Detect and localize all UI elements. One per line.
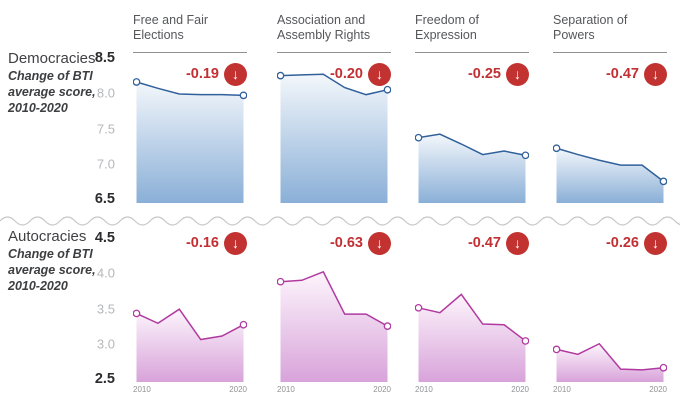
x-axis-label-start: 2010 <box>133 385 151 394</box>
y-axis-tick: 2.5 <box>94 371 115 387</box>
wavy-divider <box>0 216 680 226</box>
y-axis-tick: 4.5 <box>94 230 115 246</box>
x-axis: 2010 2020 <box>277 385 391 394</box>
change-badge: -0.26 ↓ <box>606 231 667 255</box>
column-title: Free and Fair Elections <box>133 13 209 42</box>
change-badge: -0.16 ↓ <box>186 231 247 255</box>
y-axis-tick: 7.0 <box>96 156 115 172</box>
area-chart-autocracies-assembly <box>277 270 391 382</box>
area-chart-autocracies-powers <box>553 342 667 382</box>
arrow-down-icon: ↓ <box>224 62 247 86</box>
change-badge: -0.63 ↓ <box>330 231 391 255</box>
section-caption-autocracies: Change of BTI average score, 2010-2020 <box>8 247 96 293</box>
x-axis-label-end: 2020 <box>229 385 247 394</box>
change-badge: -0.47 ↓ <box>468 231 529 255</box>
column-separation-of-powers: Separation of Powers -0.47 ↓ -0.26 ↓ 201… <box>553 0 667 411</box>
area-chart-autocracies-elections <box>133 308 247 382</box>
y-axis-democracies: 8.5 8.0 7.5 7.0 6.5 <box>56 50 115 207</box>
area-chart-democracies-expression <box>415 133 529 203</box>
arrow-down-icon: ↓ <box>224 231 247 255</box>
y-axis-tick: 3.5 <box>96 301 115 316</box>
change-value: -0.63 <box>329 235 363 251</box>
section-caption-democracies: Change of BTI average score, 2010-2020 <box>8 69 96 115</box>
x-axis-label-end: 2020 <box>649 385 667 394</box>
section-label-autocracies: Autocracies <box>8 228 87 245</box>
area-chart-democracies-assembly <box>277 71 391 203</box>
y-axis-tick: 8.0 <box>96 85 115 101</box>
arrow-down-icon: ↓ <box>368 231 391 255</box>
x-axis-label-start: 2010 <box>553 385 571 394</box>
arrow-down-icon: ↓ <box>644 231 667 255</box>
area-chart-democracies-elections <box>133 78 247 203</box>
y-axis-tick: 3.0 <box>96 336 115 352</box>
column-rule <box>277 52 391 53</box>
change-value: -0.25 <box>467 66 501 82</box>
x-axis-label-start: 2010 <box>277 385 295 394</box>
arrow-down-icon: ↓ <box>644 62 667 86</box>
y-axis-tick: 7.5 <box>96 121 115 136</box>
change-value: -0.20 <box>329 66 363 82</box>
change-value: -0.16 <box>185 235 219 251</box>
change-badge: -0.20 ↓ <box>330 62 391 86</box>
x-axis-label-end: 2020 <box>511 385 529 394</box>
y-axis-tick: 8.5 <box>94 50 115 66</box>
change-badge: -0.47 ↓ <box>606 62 667 86</box>
arrow-down-icon: ↓ <box>506 62 529 86</box>
arrow-down-icon: ↓ <box>368 62 391 86</box>
column-rule <box>133 52 247 53</box>
change-value: -0.26 <box>605 235 639 251</box>
column-rule <box>553 52 667 53</box>
change-badge: -0.25 ↓ <box>468 62 529 86</box>
column-title: Freedom of Expression <box>415 13 479 42</box>
column-freedom-of-expression: Freedom of Expression -0.25 ↓ -0.47 ↓ 20… <box>415 0 529 411</box>
change-value: -0.19 <box>185 66 219 82</box>
change-badge: -0.19 ↓ <box>186 62 247 86</box>
x-axis-label-start: 2010 <box>415 385 433 394</box>
y-axis-tick: 6.5 <box>94 191 115 207</box>
column-rule <box>415 52 529 53</box>
column-association-assembly-rights: Association and Assembly Rights -0.20 ↓ … <box>277 0 391 411</box>
x-axis: 2010 2020 <box>553 385 667 394</box>
x-axis: 2010 2020 <box>133 385 247 394</box>
x-axis: 2010 2020 <box>415 385 529 394</box>
column-free-and-fair-elections: Free and Fair Elections -0.19 ↓ -0.16 ↓ … <box>133 0 247 411</box>
arrow-down-icon: ↓ <box>506 231 529 255</box>
column-title: Association and Assembly Rights <box>277 13 371 42</box>
wavy-divider-path <box>0 216 680 226</box>
x-axis-label-end: 2020 <box>373 385 391 394</box>
area-chart-democracies-powers <box>553 144 667 203</box>
y-axis-tick: 4.0 <box>96 265 115 281</box>
section-label-democracies: Democracies <box>8 50 96 67</box>
change-value: -0.47 <box>467 235 501 251</box>
change-value: -0.47 <box>605 66 639 82</box>
area-chart-autocracies-expression <box>415 293 529 382</box>
y-axis-autocracies: 4.5 4.0 3.5 3.0 2.5 <box>56 230 115 387</box>
column-title: Separation of Powers <box>553 13 628 42</box>
